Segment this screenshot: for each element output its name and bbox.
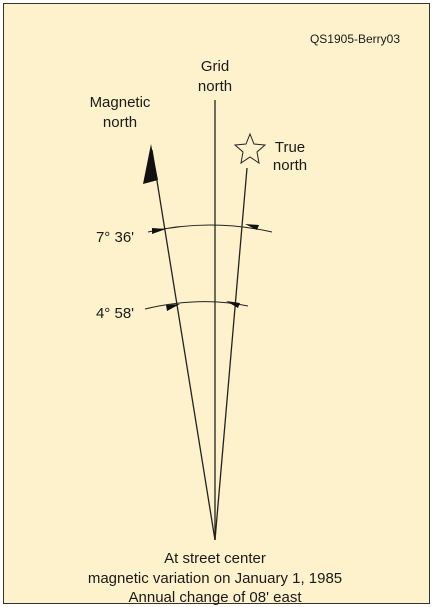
angle-label: 7° 36' (96, 229, 134, 246)
grid-label: north (198, 78, 232, 95)
true-label: True (275, 139, 305, 156)
figure-id: QS1905-Berry03 (310, 32, 400, 46)
magnetic-label: Magnetic (90, 94, 151, 111)
magnetic-label: north (103, 114, 137, 131)
magnetic-north-line (151, 149, 216, 541)
frame (3, 3, 430, 604)
arc-arrowhead (245, 224, 259, 230)
true-label: north (273, 157, 307, 174)
grid-label: Grid (201, 58, 229, 75)
arc-arrowhead (226, 301, 240, 308)
arc-arrowhead (166, 304, 180, 311)
star (233, 132, 267, 165)
true-north-line (214, 167, 248, 541)
caption: At street center (164, 550, 266, 567)
magnetic-arrowhead (143, 144, 158, 184)
caption: magnetic variation on January 1, 1985 (88, 570, 342, 587)
angle-label: 4° 58' (96, 305, 134, 322)
arc-arrowhead (152, 228, 166, 234)
caption: Annual change of 08' east (129, 589, 303, 606)
